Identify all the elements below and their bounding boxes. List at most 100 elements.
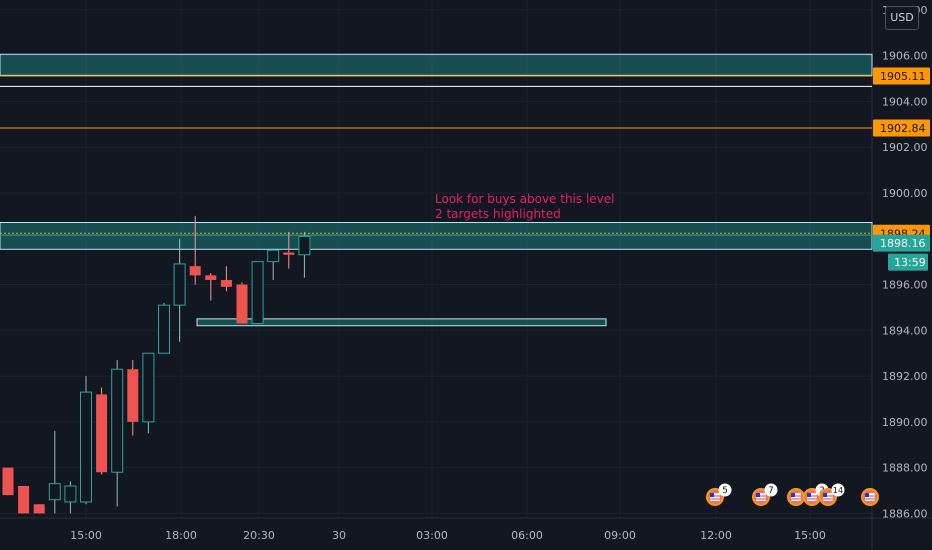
time-axis[interactable]: 15:00 18:00 20:30 30 03:00 06:00 09:00 12:00 15:… xyxy=(70,529,826,542)
candle xyxy=(205,273,217,301)
flag-canton xyxy=(710,493,714,497)
candle xyxy=(173,238,186,342)
candle xyxy=(267,249,280,280)
event-flag-icon[interactable]: 5 xyxy=(706,483,732,506)
time-tick-label: 03:00 xyxy=(416,529,448,542)
flag-canton xyxy=(791,493,795,497)
candle-body xyxy=(111,368,124,473)
flag-field xyxy=(756,493,766,501)
price-tick-label: 1902.00 xyxy=(882,141,928,154)
event-badges[interactable]: 57214 xyxy=(706,483,879,506)
candle-body xyxy=(48,483,61,501)
time-tick-label: 20:30 xyxy=(243,529,275,542)
price-label-bg xyxy=(873,67,930,85)
flag-field xyxy=(791,493,801,501)
candle xyxy=(48,431,61,514)
candle-body xyxy=(283,252,295,255)
highlight-zone xyxy=(0,222,873,250)
flag-field xyxy=(865,493,875,501)
candle xyxy=(96,387,108,475)
candle xyxy=(127,360,139,436)
price-label: 1902.84 xyxy=(873,119,930,137)
candle-body xyxy=(127,369,139,422)
time-tick-label: 15:00 xyxy=(794,529,826,542)
highlight-zone xyxy=(196,318,607,327)
level-lines xyxy=(0,75,872,236)
candle xyxy=(236,282,248,324)
zones xyxy=(0,53,873,327)
candle-body xyxy=(80,391,92,503)
price-tick-label: 1906.00 xyxy=(882,50,928,63)
price-tick-label: 1900.00 xyxy=(882,187,928,200)
price-label-text: 1905.11 xyxy=(880,70,926,83)
candle-body xyxy=(142,352,155,423)
price-label-text: 1898.16 xyxy=(880,237,926,250)
annotation-line-1: Look for buys above this level xyxy=(435,192,614,206)
candle xyxy=(251,261,264,324)
candle-body xyxy=(173,263,186,306)
candle xyxy=(189,215,201,285)
price-tick-label: 1904.00 xyxy=(882,95,928,108)
flag-field xyxy=(807,493,817,501)
candle xyxy=(64,481,77,514)
price-label: 1898.16 xyxy=(873,234,930,252)
candle-body xyxy=(33,504,45,514)
candle-body xyxy=(251,261,264,324)
candle xyxy=(33,504,45,514)
currency-badge[interactable]: USD xyxy=(885,6,919,30)
candle-body xyxy=(298,235,311,256)
price-tick-label: 1890.00 xyxy=(882,416,928,429)
candle xyxy=(142,352,155,434)
price-label-text: 1902.84 xyxy=(880,122,926,135)
countdown-label: 13:59 xyxy=(888,253,928,271)
candle-body xyxy=(236,284,248,324)
annotation-line-2: 2 targets highlighted xyxy=(435,207,561,221)
candle-body xyxy=(205,275,217,280)
flag-canton xyxy=(865,493,869,497)
candle-body xyxy=(220,279,232,287)
price-label-bg xyxy=(873,119,930,137)
candle-body xyxy=(18,485,30,514)
candle-body xyxy=(96,394,108,473)
candle-body xyxy=(267,249,280,263)
time-tick-label: 06:00 xyxy=(511,529,543,542)
badge-count-bg xyxy=(764,483,778,497)
price-tick-label: 1892.00 xyxy=(882,370,928,383)
badge-count: 7 xyxy=(768,486,774,496)
candle xyxy=(80,376,92,505)
candle xyxy=(220,266,232,292)
flag-field xyxy=(710,493,720,501)
event-flag-icon[interactable] xyxy=(861,488,879,506)
candle-body xyxy=(158,304,170,354)
candle-body xyxy=(64,485,77,503)
flag-canton xyxy=(823,493,827,497)
highlight-zone xyxy=(0,53,873,76)
price-tick-label: 1894.00 xyxy=(882,324,928,337)
badge-count: 14 xyxy=(833,486,843,495)
time-tick-label: 18:00 xyxy=(165,529,197,542)
flag-canton xyxy=(756,493,760,497)
price-label: 1905.11 xyxy=(873,67,930,85)
time-tick-label: 15:00 xyxy=(70,529,102,542)
candle-body xyxy=(2,467,14,496)
price-tick-label: 1886.00 xyxy=(882,507,928,520)
event-flag-icon[interactable]: 7 xyxy=(752,483,778,506)
candle xyxy=(283,231,295,269)
price-label-bg xyxy=(873,234,930,252)
event-flag-icon[interactable] xyxy=(787,488,805,506)
price-tick-label: 1896.00 xyxy=(882,279,928,292)
badge-count: 5 xyxy=(722,486,728,496)
candle xyxy=(111,360,124,507)
candle xyxy=(298,231,311,278)
countdown-text: 13:59 xyxy=(894,256,926,269)
event-flag-icon[interactable]: 14 xyxy=(819,483,845,506)
time-tick-label: 30 xyxy=(332,529,346,542)
time-tick-label: 12:00 xyxy=(700,529,732,542)
annotation: Look for buys above this level 2 targets… xyxy=(435,192,614,221)
badge-count-bg xyxy=(831,483,845,497)
